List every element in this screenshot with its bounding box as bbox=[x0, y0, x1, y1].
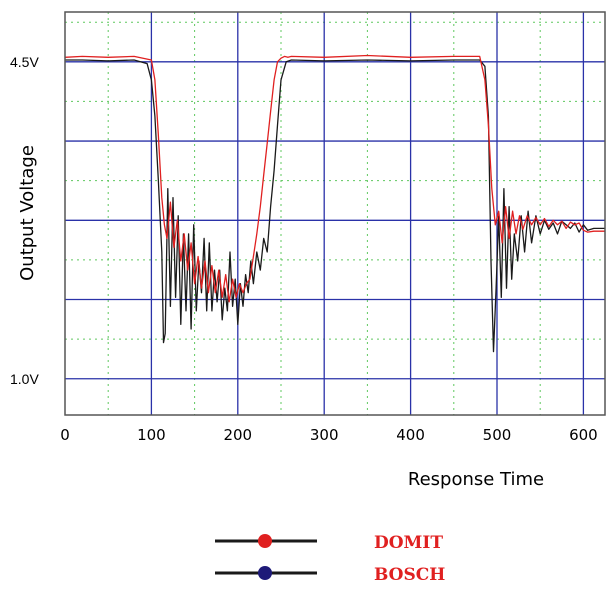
x-tick-label: 400 bbox=[396, 426, 425, 444]
x-tick-label: 200 bbox=[223, 426, 252, 444]
y-tick-label: 1.0V bbox=[10, 371, 39, 387]
x-tick-label: 100 bbox=[137, 426, 166, 444]
legend: DOMIT BOSCH bbox=[215, 533, 445, 585]
major-grid bbox=[65, 12, 605, 415]
legend-entry-bosch: BOSCH bbox=[215, 565, 445, 585]
y-tick-labels: 4.5V 1.0V bbox=[10, 54, 39, 387]
plot-area bbox=[65, 12, 605, 415]
legend-entry-domit: DOMIT bbox=[215, 533, 443, 553]
legend-marker-bosch bbox=[258, 566, 272, 580]
x-tick-label: 0 bbox=[60, 426, 70, 444]
x-tick-labels: 0 100 200 300 400 500 600 bbox=[60, 426, 597, 444]
legend-label-bosch: BOSCH bbox=[374, 565, 445, 585]
x-tick-label: 600 bbox=[569, 426, 598, 444]
y-axis-title: Output Voltage bbox=[17, 145, 38, 281]
series-line-domit bbox=[64, 54, 605, 303]
plot-frame bbox=[64, 11, 606, 416]
legend-marker-domit bbox=[258, 534, 272, 548]
x-tick-label: 500 bbox=[483, 426, 512, 444]
legend-label-domit: DOMIT bbox=[374, 533, 443, 553]
y-tick-label: 4.5V bbox=[10, 54, 39, 70]
series-layer bbox=[64, 54, 605, 353]
x-tick-label: 300 bbox=[310, 426, 339, 444]
x-axis-title: Response Time bbox=[408, 469, 544, 490]
